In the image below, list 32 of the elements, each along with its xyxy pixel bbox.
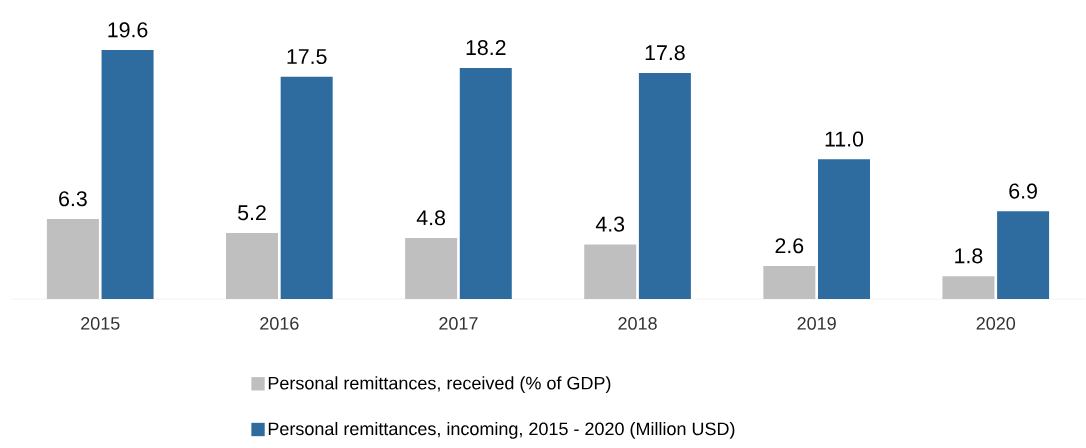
x-tick-label: 2015 xyxy=(81,317,120,330)
data-label: 4.3 xyxy=(595,216,625,232)
bar xyxy=(459,67,512,299)
x-tick-label: 2020 xyxy=(976,317,1016,330)
data-label: 1.8 xyxy=(955,248,983,264)
bar xyxy=(818,159,870,299)
x-tick-label: 2019 xyxy=(797,317,836,330)
bar xyxy=(101,50,154,299)
data-label: 18.2 xyxy=(466,40,506,56)
data-label: 4.8 xyxy=(416,210,446,226)
x-tick-label: 2017 xyxy=(439,317,478,330)
bar xyxy=(942,276,995,299)
x-tick-label: 2016 xyxy=(260,317,299,330)
data-label: 6.9 xyxy=(1009,183,1037,199)
data-label: 2.6 xyxy=(775,238,804,254)
bar xyxy=(226,232,279,299)
x-tick-label: 2018 xyxy=(618,317,657,330)
bar xyxy=(46,218,99,299)
bar xyxy=(405,238,458,299)
data-label: 11.0 xyxy=(825,131,864,147)
bar xyxy=(997,211,1050,299)
bar xyxy=(280,76,333,299)
legend-label: Personal remittances, incoming, 2015 - 2020 (Million USD) xyxy=(268,421,735,439)
bar xyxy=(584,244,637,299)
bar xyxy=(638,72,691,299)
data-label: 17.5 xyxy=(287,49,327,65)
data-label: 17.8 xyxy=(645,45,685,61)
data-label: 19.6 xyxy=(108,22,148,38)
data-label: 5.2 xyxy=(238,205,266,221)
legend-label: Personal remittances, received (% of GDP) xyxy=(268,376,611,394)
bar xyxy=(763,265,816,299)
data-label: 6.3 xyxy=(59,191,87,207)
